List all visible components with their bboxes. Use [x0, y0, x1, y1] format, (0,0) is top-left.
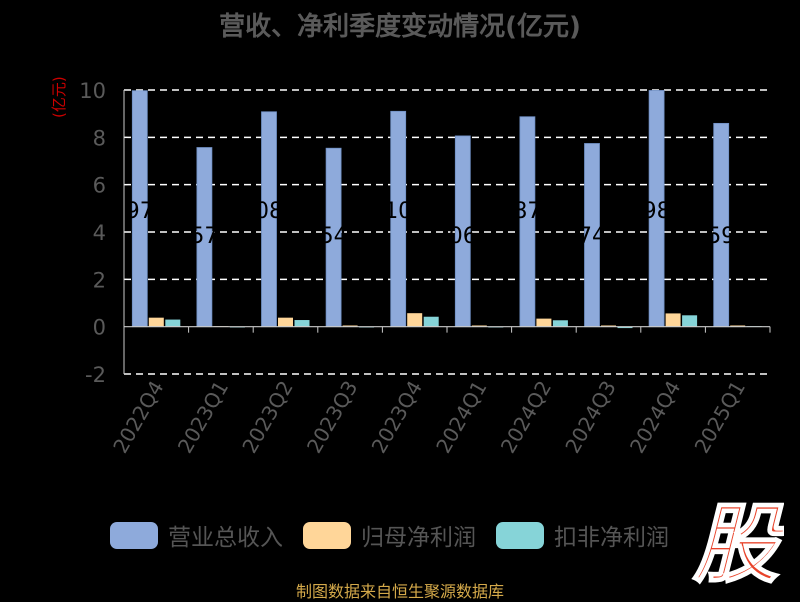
- data-label: 57: [190, 224, 218, 249]
- x-tick-label: 2023Q4: [367, 377, 427, 458]
- y-tick-label: 6: [93, 174, 106, 198]
- data-label: 54: [320, 224, 348, 249]
- legend-item-net-profit[interactable]: 归母净利润: [303, 518, 476, 552]
- data-label: 98: [643, 199, 671, 224]
- brand-logo: 股: [691, 496, 784, 586]
- data-label: 74: [578, 224, 606, 249]
- bar: [423, 316, 439, 327]
- bar: [617, 326, 633, 329]
- y-tick-label: 10: [79, 79, 106, 103]
- legend-item-revenue[interactable]: 营业总收入: [110, 518, 283, 552]
- x-tick-label: 2023Q3: [302, 377, 362, 458]
- bar: [552, 320, 568, 327]
- y-tick-label: 4: [93, 221, 106, 245]
- data-label: 59: [707, 224, 735, 249]
- legend: 营业总收入 归母净利润 扣非净利润: [110, 518, 689, 552]
- bar: [682, 315, 698, 327]
- y-tick-label: 8: [93, 126, 106, 150]
- legend-swatch-revenue: [110, 521, 158, 549]
- bar: [536, 318, 552, 327]
- bar: [165, 319, 181, 327]
- bar: [665, 313, 681, 327]
- data-label: 10: [384, 199, 412, 224]
- legend-label-deducted-profit: 扣非净利润: [554, 525, 669, 551]
- x-tick-label: 2023Q2: [237, 377, 297, 458]
- x-tick-label: 2024Q3: [560, 377, 620, 458]
- x-tick-label: 2023Q1: [173, 377, 233, 458]
- data-labels: 97 57 08 54 10 06 87 74 98 59: [126, 199, 735, 249]
- data-label: 08: [255, 199, 283, 224]
- x-tick-label: 2024Q4: [625, 377, 685, 458]
- data-label: 06: [449, 224, 477, 249]
- legend-swatch-deducted-profit: [496, 521, 544, 549]
- chart-title: 营收、净利季度变动情况(亿元): [219, 12, 581, 42]
- legend-swatch-net-profit: [303, 521, 351, 549]
- y-tick-label: -2: [85, 363, 106, 387]
- data-label: 97: [126, 199, 154, 224]
- legend-label-revenue: 营业总收入: [168, 525, 283, 551]
- logo-glyph: 股: [692, 496, 784, 586]
- y-tick-label: 2: [93, 268, 106, 292]
- x-tick-label: 2024Q1: [431, 377, 491, 458]
- legend-item-deducted-profit[interactable]: 扣非净利润: [496, 518, 669, 552]
- bar: [294, 320, 310, 327]
- data-label: 87: [513, 199, 541, 224]
- bars: [131, 90, 762, 329]
- x-tick-label: 2025Q1: [690, 377, 750, 458]
- x-tick-label: 2022Q4: [108, 377, 168, 458]
- bar: [278, 317, 293, 327]
- source-note: 制图数据来自恒生聚源数据库: [295, 582, 504, 601]
- legend-label-net-profit: 归母净利润: [361, 525, 476, 551]
- bar: [407, 313, 423, 327]
- bar: [148, 317, 164, 327]
- x-tick-label: 2024Q2: [496, 377, 556, 458]
- y-tick-label: 0: [93, 316, 106, 340]
